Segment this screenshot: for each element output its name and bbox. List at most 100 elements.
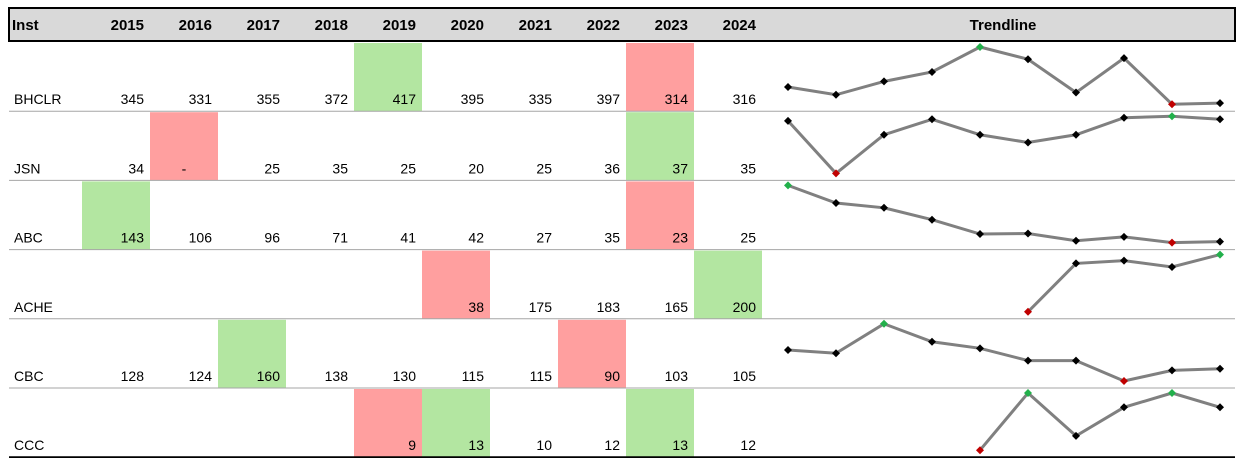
header-cell: 2023 <box>655 17 688 34</box>
value-cell: 36 <box>604 160 620 176</box>
value-cell: 314 <box>665 91 689 107</box>
value-cell: 38 <box>468 299 484 315</box>
trend-point <box>976 130 984 139</box>
value-cell: 12 <box>740 437 756 453</box>
trendline <box>787 45 1221 106</box>
trend-point <box>1216 364 1224 373</box>
trend-point <box>1024 55 1032 64</box>
trend-point <box>1072 431 1080 440</box>
header-cell: 2020 <box>451 17 484 34</box>
value-cell: 138 <box>325 368 349 384</box>
trend-point <box>1072 356 1080 365</box>
value-cell: 10 <box>536 437 552 453</box>
value-cell: 103 <box>665 368 689 384</box>
header-cell: 2022 <box>587 17 620 34</box>
trend-point <box>880 77 888 86</box>
value-cell: 395 <box>461 91 485 107</box>
highlight-cell <box>626 112 694 181</box>
trendline <box>786 114 1221 176</box>
header-cell: Inst <box>12 17 39 34</box>
value-cell: 13 <box>672 437 688 453</box>
value-cell: 372 <box>325 91 349 107</box>
trend-point <box>784 345 792 354</box>
trend-point <box>1072 236 1080 245</box>
header-cell: 2015 <box>111 17 144 34</box>
value-cell: 35 <box>332 160 348 176</box>
trend-point <box>1168 238 1176 247</box>
highlight-cell <box>422 389 490 458</box>
value-cell: 115 <box>462 368 485 384</box>
trend-point <box>1120 377 1128 385</box>
highlight-cell <box>354 43 422 112</box>
trend-point <box>1216 403 1224 412</box>
value-cell: 9 <box>408 437 416 453</box>
trend-point <box>880 130 888 139</box>
trend-point <box>928 337 936 346</box>
highlight-cell <box>82 181 150 250</box>
highlight-cell <box>694 250 762 319</box>
row-label: JSN <box>14 160 40 176</box>
header-cell: 2018 <box>315 17 348 34</box>
highlight-cell <box>558 319 626 388</box>
row-label: CBC <box>14 368 44 384</box>
value-cell: 27 <box>536 230 552 246</box>
trend-point <box>1168 262 1176 271</box>
value-cell: 35 <box>604 230 620 246</box>
value-cell: 37 <box>672 160 688 176</box>
trend-point <box>1024 138 1032 147</box>
trend-point <box>1216 99 1224 108</box>
value-cell: 143 <box>121 230 145 246</box>
trend-point <box>1216 237 1224 246</box>
trend-point <box>976 43 984 51</box>
trendline <box>787 322 1221 383</box>
trend-point <box>1024 389 1032 397</box>
highlight-cell <box>422 250 490 319</box>
header-cell: 2019 <box>383 17 416 34</box>
value-cell: 25 <box>740 230 756 246</box>
trend-point <box>1072 259 1080 268</box>
trend-point <box>880 319 888 328</box>
trend-point <box>1120 256 1128 265</box>
trend-point <box>1024 356 1032 365</box>
value-cell: - <box>182 160 187 176</box>
trend-point <box>976 446 984 455</box>
trend-point <box>784 82 792 91</box>
value-cell: 124 <box>189 368 213 384</box>
value-cell: 71 <box>332 230 348 246</box>
value-cell: 200 <box>733 299 757 315</box>
value-cell: 12 <box>604 437 620 453</box>
trend-point <box>1168 100 1176 109</box>
value-cell: 183 <box>597 299 621 315</box>
value-cell: 25 <box>536 160 552 176</box>
value-cell: 106 <box>189 230 213 246</box>
trend-point <box>832 199 840 208</box>
header-band <box>8 7 1236 42</box>
value-cell: 25 <box>400 160 416 176</box>
highlight-cell <box>218 319 286 388</box>
trend-point <box>880 203 888 212</box>
trend-point <box>1168 112 1176 121</box>
value-cell: 417 <box>393 91 417 107</box>
value-cell: 96 <box>264 230 280 246</box>
highlight-cell <box>626 181 694 250</box>
trend-point <box>1216 115 1224 124</box>
value-cell: 128 <box>121 368 145 384</box>
trend-point <box>976 230 984 239</box>
trend-point <box>928 115 936 124</box>
trend-point <box>832 169 840 178</box>
value-cell: 397 <box>597 91 621 107</box>
value-cell: 130 <box>393 368 417 384</box>
trend-point <box>1120 113 1128 122</box>
trend-point <box>1120 403 1128 412</box>
value-cell: 41 <box>400 230 416 246</box>
value-cell: 331 <box>189 91 213 107</box>
value-cell: 42 <box>468 230 484 246</box>
trend-point <box>1024 229 1032 238</box>
value-cell: 335 <box>529 91 553 107</box>
value-cell: 34 <box>128 160 144 176</box>
trend-point <box>1072 130 1080 139</box>
value-cell: 25 <box>264 160 280 176</box>
highlight-cell <box>626 389 694 458</box>
row-label: BHCLR <box>14 91 61 107</box>
